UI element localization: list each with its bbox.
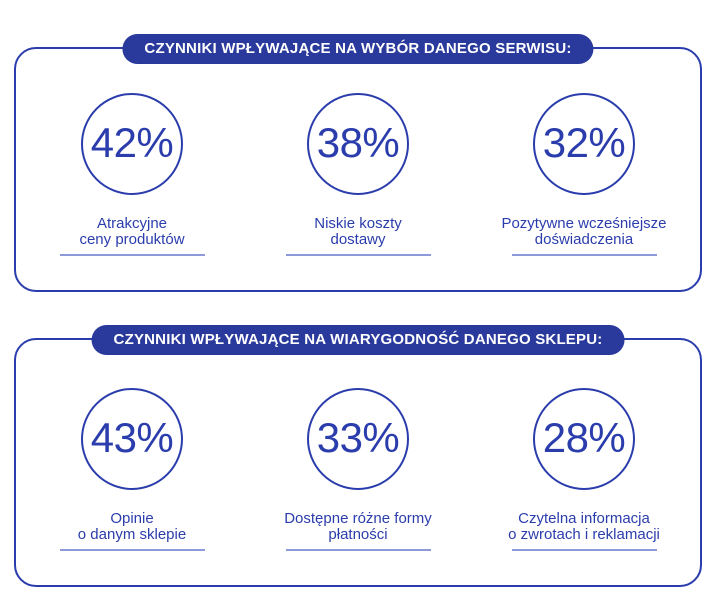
stat-label: Niskie koszty dostawy — [314, 216, 402, 248]
section-panel-store-credibility: CZYNNIKI WPŁYWAJĄCE NA WIARYGODNOŚĆ DANE… — [14, 325, 702, 587]
stat-label-line2: ceny produktów — [79, 231, 185, 248]
section-title-pill: CZYNNIKI WPŁYWAJĄCE NA WIARYGODNOŚĆ DANE… — [91, 325, 625, 355]
stat-circle: 43% — [81, 388, 183, 490]
stat-label: Czytelna informacja o zwrotach i reklama… — [508, 511, 660, 543]
stat-label-line2: doświadczenia — [534, 231, 634, 248]
section-title-pill: CZYNNIKI WPŁYWAJĄCE NA WYBÓR DANEGO SERW… — [122, 34, 594, 64]
factor-low-delivery-costs: 38% Niskie koszty dostawy — [258, 49, 458, 290]
stat-label-line2: o zwrotach i reklamacji — [508, 526, 660, 543]
stat-label: Atrakcyjne ceny produktów — [79, 216, 184, 248]
stat-value: 38% — [316, 119, 400, 166]
stat-underline — [511, 254, 657, 256]
stat-label: Opinie o danym sklepie — [78, 511, 186, 543]
stat-label-line1: Niskie koszty — [314, 215, 402, 232]
stat-value: 32% — [542, 119, 626, 166]
factor-returns-info: 28% Czytelna informacja o zwrotach i rek… — [484, 340, 684, 585]
stat-label: Pozytywne wcześniejsze doświadczenia — [501, 216, 666, 248]
factors-row: 43% Opinie o danym sklepie 33% Dostępne … — [16, 340, 700, 585]
stat-circle: 33% — [307, 388, 409, 490]
stat-circle: 42% — [81, 93, 183, 195]
stat-label-line2: o danym sklepie — [77, 526, 187, 543]
stat-underline — [285, 549, 431, 551]
stat-circle: 32% — [533, 93, 635, 195]
section-panel-service-choice: CZYNNIKI WPŁYWAJĄCE NA WYBÓR DANEGO SERW… — [14, 34, 702, 292]
stat-underline — [59, 254, 205, 256]
stat-label-line1: Pozytywne wcześniejsze — [501, 215, 667, 232]
stat-value: 43% — [90, 414, 174, 461]
stat-value: 28% — [542, 414, 626, 461]
stat-label-line2: płatności — [328, 526, 388, 543]
factor-attractive-prices: 42% Atrakcyjne ceny produktów — [32, 49, 232, 290]
stat-value: 33% — [316, 414, 400, 461]
section-title: CZYNNIKI WPŁYWAJĄCE NA WIARYGODNOŚĆ DANE… — [113, 331, 603, 348]
factor-positive-experiences: 32% Pozytywne wcześniejsze doświadczenia — [484, 49, 684, 290]
factor-payment-methods: 33% Dostępne różne formy płatności — [258, 340, 458, 585]
stat-underline — [59, 549, 205, 551]
factors-row: 42% Atrakcyjne ceny produktów 38% Niskie… — [16, 49, 700, 290]
stat-label-line1: Dostępne różne formy — [284, 510, 432, 527]
section-title: CZYNNIKI WPŁYWAJĄCE NA WYBÓR DANEGO SERW… — [144, 40, 572, 57]
stat-circle: 28% — [533, 388, 635, 490]
stat-label: Dostępne różne formy płatności — [284, 511, 432, 543]
stat-label-line1: Opinie — [110, 510, 154, 527]
stat-value: 42% — [90, 119, 174, 166]
stat-label-line1: Czytelna informacja — [518, 510, 650, 527]
stat-label-line2: dostawy — [330, 231, 386, 248]
stat-underline — [511, 549, 657, 551]
stat-circle: 38% — [307, 93, 409, 195]
factor-store-reviews: 43% Opinie o danym sklepie — [32, 340, 232, 585]
stat-underline — [285, 254, 431, 256]
stat-label-line1: Atrakcyjne — [96, 215, 168, 232]
